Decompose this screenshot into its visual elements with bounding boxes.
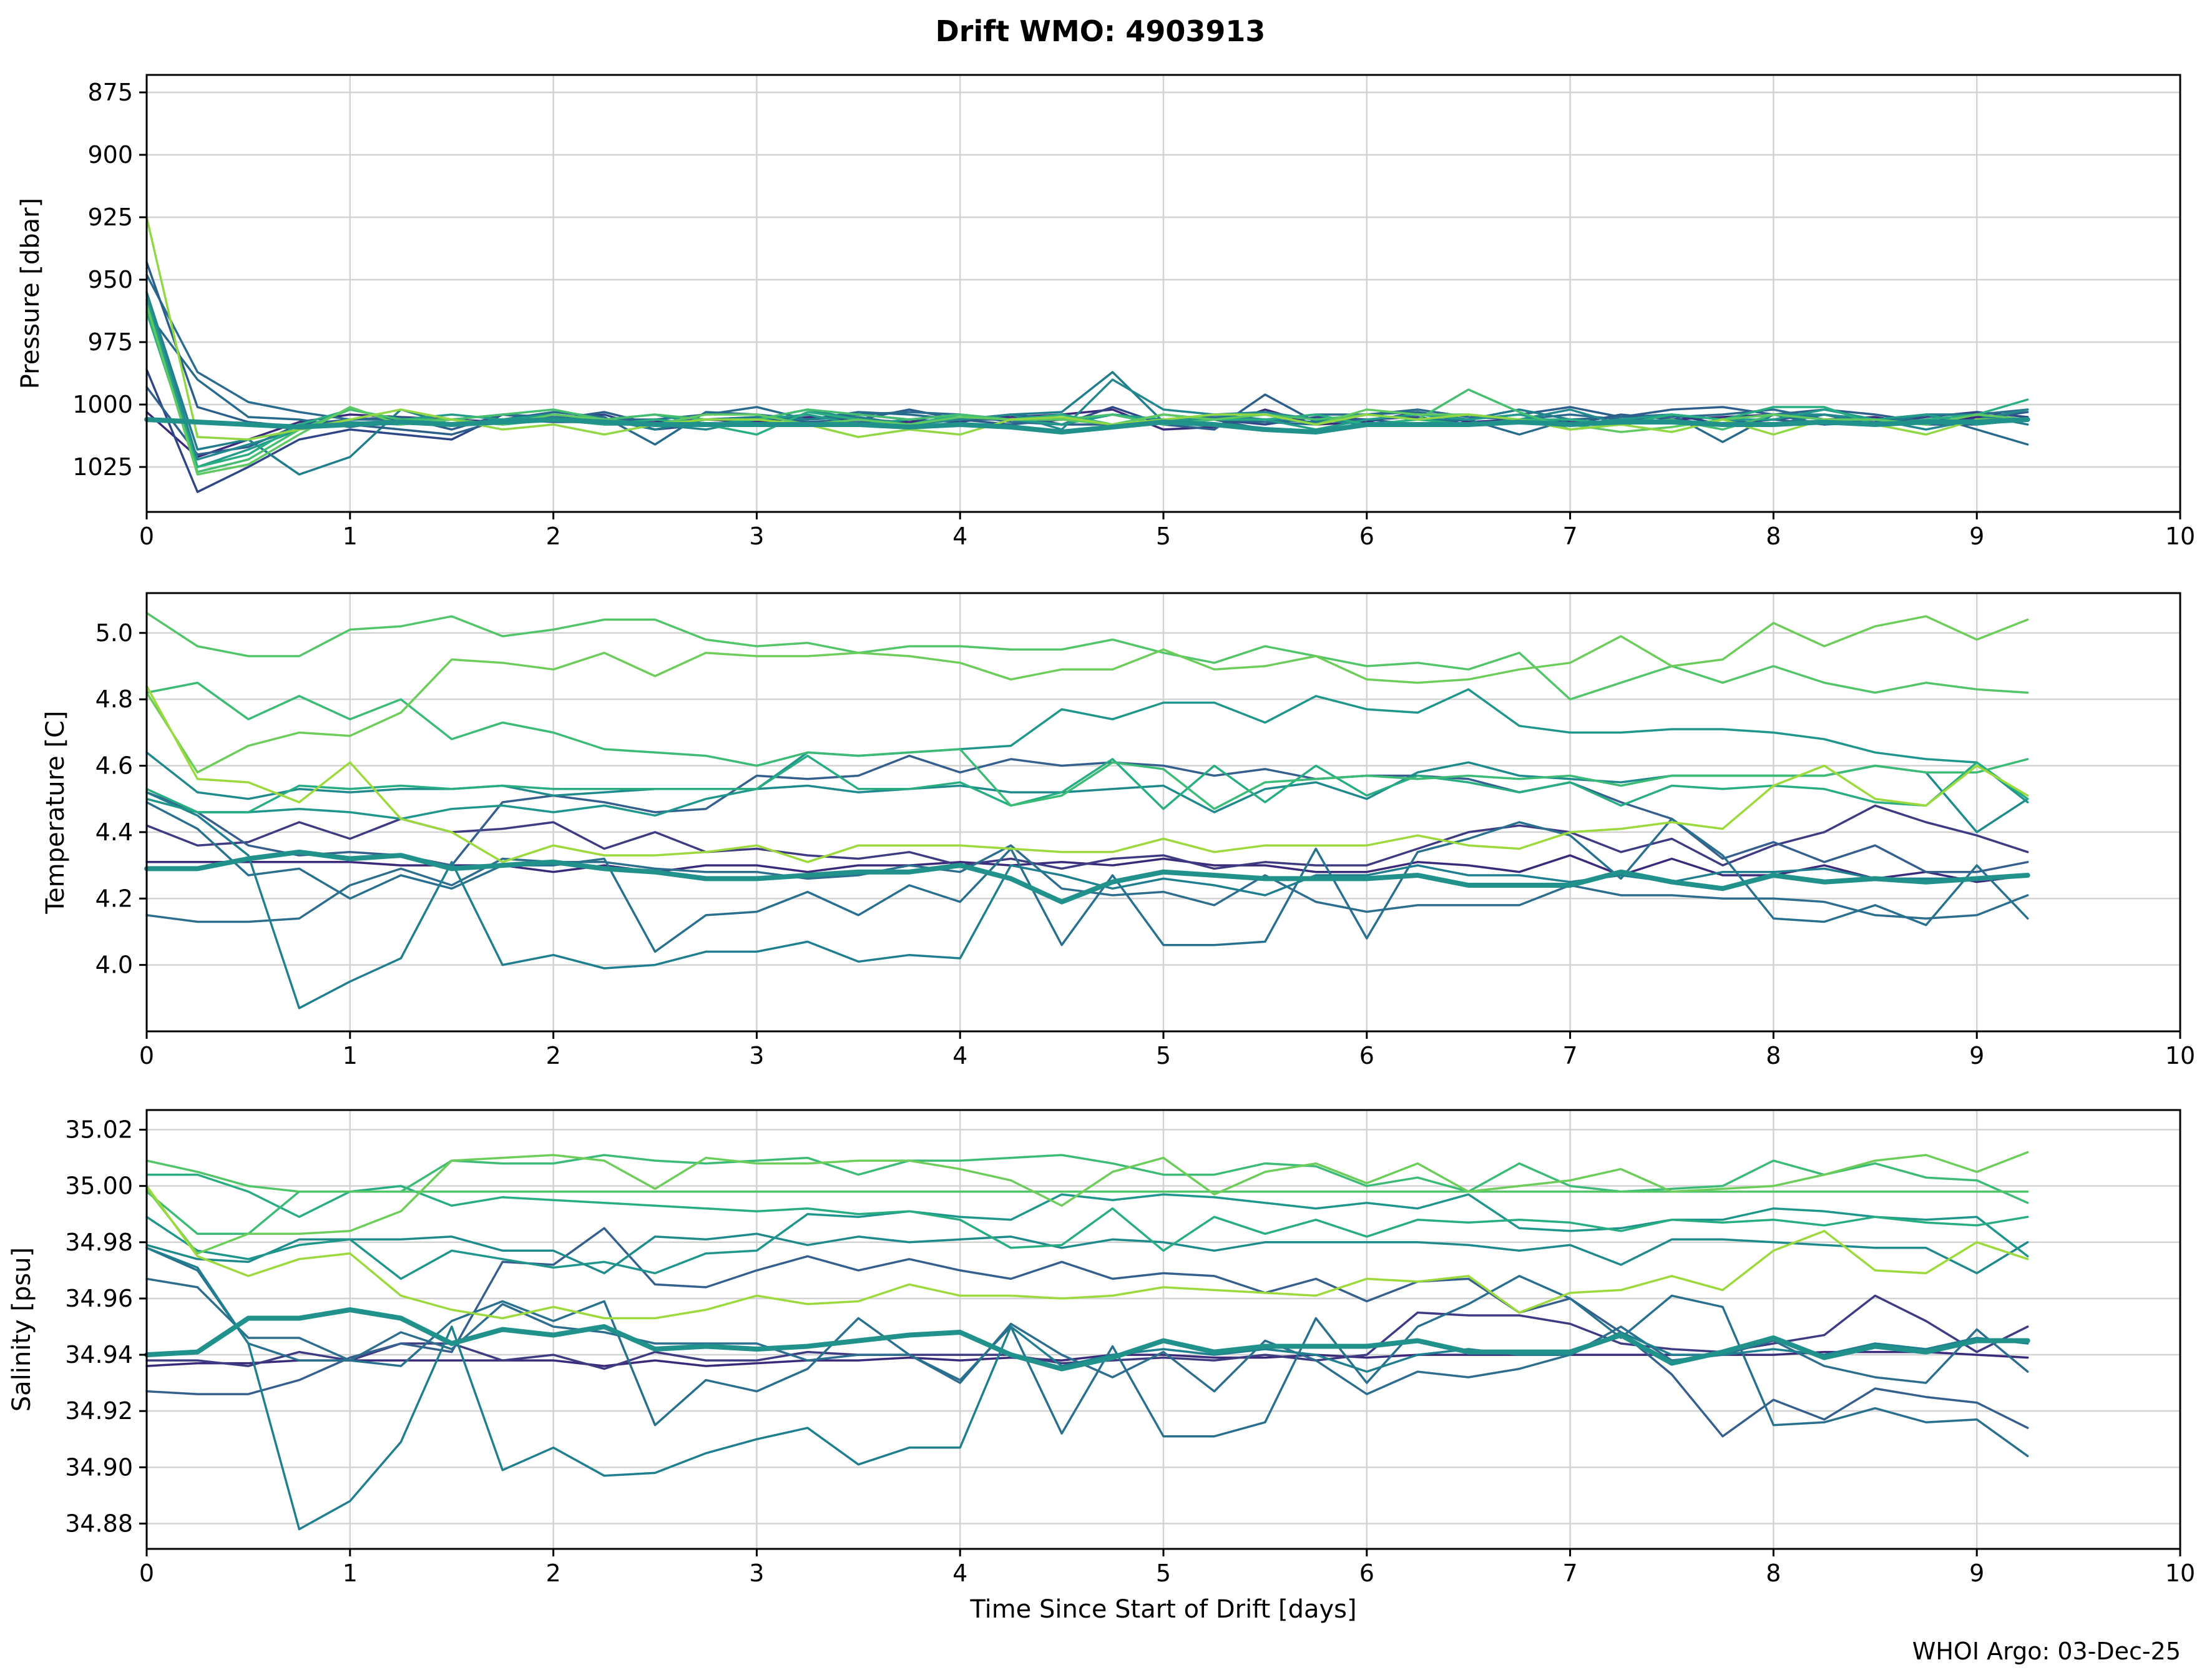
salinity-y-tick-label: 34.88 bbox=[65, 1510, 133, 1537]
pressure-x-tick-label: 2 bbox=[546, 523, 561, 550]
temperature-x-tick-label: 8 bbox=[1766, 1042, 1781, 1069]
salinity-series-line-13 bbox=[145, 1184, 2029, 1320]
temperature-series-line-13 bbox=[145, 685, 2029, 863]
salinity-x-tick-label: 7 bbox=[1563, 1560, 1578, 1587]
temperature-x-tick-label: 6 bbox=[1359, 1042, 1374, 1069]
salinity-y-tick-label: 34.90 bbox=[65, 1453, 133, 1481]
salinity-x-tick-label: 0 bbox=[139, 1560, 154, 1587]
temperature-panel: 0 1 2 3 4 5 6 7 8 9 10 4.0 4.2 4.4 4.6 4.8 5.0 Temperatur… bbox=[41, 592, 2195, 1069]
pressure-y-tick-label: 975 bbox=[87, 328, 133, 356]
salinity-panel: 0 1 2 3 4 5 6 7 8 9 10 34.88 34.90 34.92 34.94 34.96 34.… bbox=[7, 1109, 2195, 1624]
salinity-y-tick-label: 34.98 bbox=[65, 1229, 133, 1256]
pressure-y-tick-label: 950 bbox=[87, 266, 133, 293]
temperature-y-tick-label: 4.8 bbox=[95, 685, 133, 713]
salinity-y-tick-label: 35.00 bbox=[65, 1172, 133, 1200]
salinity-x-axis-label: Time Since Start of Drift [days] bbox=[969, 1595, 1356, 1624]
salinity-series-line-3 bbox=[145, 1227, 2029, 1438]
salinity-x-tick-label: 8 bbox=[1766, 1560, 1781, 1587]
salinity-x-tick-label: 4 bbox=[952, 1560, 967, 1587]
temperature-y-tick-label: 4.2 bbox=[95, 885, 133, 912]
temperature-series-line-8 bbox=[145, 688, 2029, 820]
salinity-x-tick-label: 1 bbox=[343, 1560, 358, 1587]
salinity-series-line-5 bbox=[145, 1247, 2029, 1458]
pressure-grid bbox=[145, 75, 2181, 512]
salinity-series-line-9 bbox=[145, 1173, 2029, 1252]
pressure-series-line-4 bbox=[145, 273, 2029, 426]
pressure-series-line-13 bbox=[145, 216, 2029, 441]
temperature-series-group bbox=[144, 612, 2030, 1009]
salinity-x-tick-label: 2 bbox=[546, 1560, 561, 1587]
salinity-x-tick-label: 9 bbox=[1969, 1560, 1984, 1587]
temperature-x-tick-label: 10 bbox=[2165, 1042, 2195, 1069]
salinity-series-line-11 bbox=[145, 1159, 2029, 1193]
pressure-x-tick-label: 8 bbox=[1766, 523, 1781, 550]
salinity-x-tick-label: 6 bbox=[1359, 1560, 1374, 1587]
pressure-x-tick-label: 3 bbox=[749, 523, 764, 550]
temperature-series-line-9 bbox=[145, 754, 2029, 813]
pressure-x-tick-label: 0 bbox=[139, 523, 154, 550]
temperature-series-line-6 bbox=[145, 791, 2029, 1009]
temperature-x-tick-label: 5 bbox=[1156, 1042, 1171, 1069]
temperature-x-tick-label: 3 bbox=[749, 1042, 764, 1069]
pressure-panel: 0 1 2 3 4 5 6 7 8 9 10 875 900 925 950 975 1000 1025 Press… bbox=[16, 74, 2195, 550]
salinity-y-axis-label: Salinity [psu] bbox=[7, 1247, 36, 1412]
temperature-x-tick-label: 9 bbox=[1969, 1042, 1984, 1069]
salinity-y-tick-label: 34.96 bbox=[65, 1285, 133, 1312]
pressure-x-tick-label: 5 bbox=[1156, 523, 1171, 550]
salinity-series-line-14 bbox=[144, 1307, 2030, 1372]
temperature-x-tick-label: 1 bbox=[343, 1042, 358, 1069]
pressure-series-line-11 bbox=[145, 303, 2029, 473]
temperature-x-tick-label: 2 bbox=[546, 1042, 561, 1069]
salinity-x-tick-label: 5 bbox=[1156, 1560, 1171, 1587]
salinity-series-group bbox=[144, 1151, 2030, 1531]
figure-title: Drift WMO: 4903913 bbox=[936, 14, 1266, 48]
temperature-series-line-11 bbox=[145, 612, 2029, 700]
pressure-series-line-6 bbox=[145, 291, 2029, 476]
pressure-series-group bbox=[144, 216, 2030, 493]
salinity-y-tick-label: 34.94 bbox=[65, 1341, 133, 1368]
pressure-series-line-10 bbox=[145, 311, 2029, 468]
temperature-series-line-2 bbox=[145, 804, 2029, 870]
pressure-y-tick-label: 1000 bbox=[72, 391, 133, 418]
temperature-y-tick-label: 4.4 bbox=[95, 818, 133, 846]
salinity-series-line-7 bbox=[145, 1232, 2029, 1275]
pressure-x-tick-label: 4 bbox=[952, 523, 967, 550]
footer-credit: WHOI Argo: 03-Dec-25 bbox=[1912, 1638, 2181, 1665]
pressure-y-tick-label: 925 bbox=[87, 204, 133, 231]
pressure-x-tick-label: 9 bbox=[1969, 523, 1984, 550]
pressure-y-tick-label: 1025 bbox=[72, 453, 133, 481]
pressure-series-line-7 bbox=[145, 261, 2029, 436]
pressure-series-line-14 bbox=[144, 417, 2030, 435]
salinity-series-line-12 bbox=[145, 1151, 2029, 1255]
pressure-x-tick-label: 10 bbox=[2165, 523, 2195, 550]
pressure-y-axis-label: Pressure [dbar] bbox=[16, 198, 45, 389]
pressure-x-tick-label: 7 bbox=[1563, 523, 1578, 550]
temperature-series-line-14 bbox=[144, 849, 2030, 905]
salinity-y-tick-label: 35.02 bbox=[65, 1116, 133, 1144]
pressure-y-tick-label: 875 bbox=[87, 79, 133, 106]
pressure-series-line-12 bbox=[145, 303, 2029, 476]
temperature-y-tick-label: 4.0 bbox=[95, 951, 133, 979]
temperature-x-tick-label: 0 bbox=[139, 1042, 154, 1069]
temperature-series-line-10 bbox=[145, 681, 2029, 810]
pressure-x-tick-label: 1 bbox=[343, 523, 358, 550]
temperature-y-tick-label: 5.0 bbox=[95, 619, 133, 647]
pressure-x-tick-label: 6 bbox=[1359, 523, 1374, 550]
pressure-series-line-8 bbox=[145, 291, 2029, 461]
temperature-series-line-3 bbox=[145, 754, 2029, 873]
pressure-y-tick-label: 900 bbox=[87, 141, 133, 169]
temperature-x-tick-label: 4 bbox=[952, 1042, 967, 1069]
salinity-x-tick-label: 10 bbox=[2165, 1560, 2195, 1587]
temperature-y-axis-label: Temperature [C] bbox=[41, 710, 70, 914]
temperature-y-tick-label: 4.6 bbox=[95, 752, 133, 780]
salinity-x-tick-label: 3 bbox=[749, 1560, 764, 1587]
temperature-series-line-12 bbox=[145, 615, 2029, 774]
salinity-series-line-8 bbox=[145, 1193, 2029, 1280]
pressure-series-line-9 bbox=[145, 298, 2029, 468]
salinity-y-tick-label: 34.92 bbox=[65, 1397, 133, 1425]
temperature-x-tick-label: 7 bbox=[1563, 1042, 1578, 1069]
temperature-series-line-5 bbox=[145, 801, 2029, 953]
